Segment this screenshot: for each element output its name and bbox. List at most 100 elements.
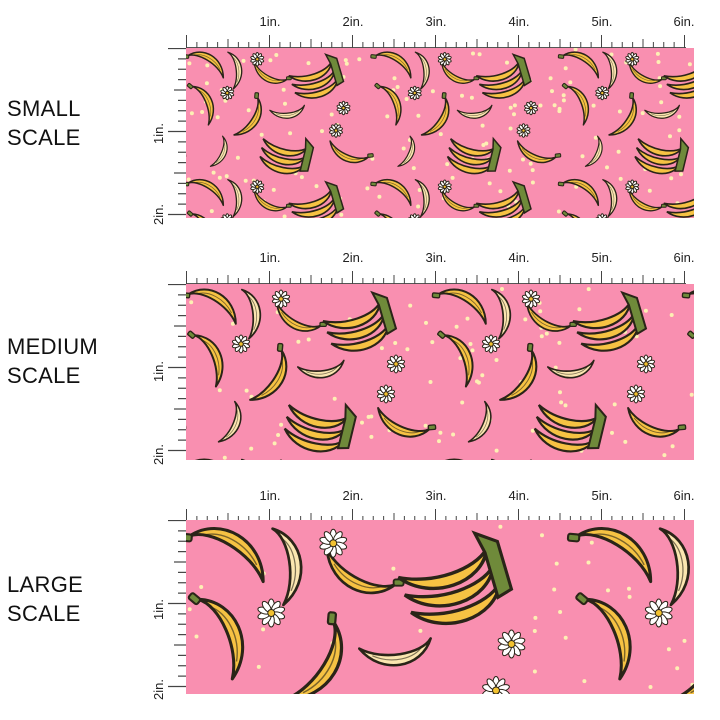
dot xyxy=(246,108,251,113)
banana-icon xyxy=(296,359,345,379)
dot xyxy=(557,106,562,111)
scale-label-line2: SCALE xyxy=(7,125,81,150)
banana-icon xyxy=(370,51,412,79)
daisy-icon xyxy=(407,85,422,101)
dot xyxy=(563,66,568,71)
banana-icon xyxy=(377,407,437,438)
dot xyxy=(563,635,568,640)
dot xyxy=(659,100,664,105)
banana-icon xyxy=(329,140,374,164)
daisy-icon xyxy=(329,123,343,138)
dot xyxy=(606,588,610,593)
banana-icon xyxy=(370,178,412,207)
dot xyxy=(332,396,337,401)
dot xyxy=(512,103,517,108)
dot xyxy=(417,188,422,192)
fabric-swatch-medium xyxy=(186,284,694,460)
dot xyxy=(508,105,513,110)
dot xyxy=(593,135,598,140)
dot xyxy=(299,175,304,180)
dot xyxy=(392,76,397,81)
dot xyxy=(643,308,648,313)
banana-icon xyxy=(490,458,512,460)
dot xyxy=(268,58,273,63)
banana-icon xyxy=(437,330,474,388)
horizontal-ruler xyxy=(186,34,686,48)
ruler-label-6in: 6in. xyxy=(673,250,695,265)
dot xyxy=(395,85,400,89)
dot xyxy=(586,560,591,565)
dot xyxy=(468,342,473,346)
banana-icon xyxy=(526,302,577,332)
dot xyxy=(200,110,205,114)
dot xyxy=(480,123,485,128)
fabric-swatch-large xyxy=(186,520,694,694)
dot xyxy=(658,84,663,89)
scale-label-medium: MEDIUM SCALE xyxy=(7,332,98,390)
dot xyxy=(339,212,344,217)
dot xyxy=(538,309,543,314)
dot xyxy=(424,320,428,325)
dot xyxy=(416,113,421,118)
dot xyxy=(568,80,573,85)
banana-icon xyxy=(561,210,590,218)
dot xyxy=(418,628,423,633)
dot xyxy=(487,181,492,186)
dot xyxy=(477,52,482,57)
dot xyxy=(552,103,557,108)
scale-label-line1: MEDIUM xyxy=(7,334,99,359)
dot xyxy=(640,111,645,116)
dot xyxy=(669,313,674,317)
banana-bunch-icon xyxy=(259,136,315,175)
banana-icon xyxy=(271,527,303,607)
dot xyxy=(523,317,528,322)
daisy-icon xyxy=(521,289,541,309)
dot xyxy=(187,607,192,612)
dot xyxy=(379,346,384,351)
dot xyxy=(430,340,435,345)
dot xyxy=(480,373,485,378)
dot xyxy=(557,340,562,345)
daisy-icon xyxy=(636,354,656,374)
dot xyxy=(256,664,261,669)
dot xyxy=(612,402,617,407)
dot xyxy=(283,101,287,106)
dot xyxy=(582,679,587,684)
dot xyxy=(670,444,675,449)
banana-icon xyxy=(209,135,228,167)
scale-label-line1: SMALL xyxy=(7,96,81,121)
dot xyxy=(465,316,470,321)
banana-icon xyxy=(186,82,215,126)
dot xyxy=(563,403,568,408)
daisy-icon xyxy=(220,85,235,101)
banana-icon xyxy=(628,61,667,84)
banana-bunch-icon xyxy=(288,53,345,99)
dot xyxy=(450,175,455,180)
daisy-icon xyxy=(644,598,673,628)
banana-icon xyxy=(283,611,344,694)
dot xyxy=(533,615,538,620)
dot xyxy=(314,184,319,189)
banana-icon xyxy=(374,82,402,126)
dot xyxy=(186,177,191,182)
banana-bunch-icon xyxy=(446,136,502,175)
daisy-icon xyxy=(595,85,610,101)
dot xyxy=(610,430,614,435)
banana-icon xyxy=(358,637,432,667)
dot xyxy=(623,439,628,444)
dot xyxy=(416,204,421,209)
ruler-ticks xyxy=(168,520,186,688)
dot xyxy=(530,168,535,173)
banana-icon xyxy=(240,458,262,460)
dot xyxy=(365,186,370,191)
daisy-icon xyxy=(625,179,640,194)
banana-icon xyxy=(186,288,237,325)
banana-icon xyxy=(217,400,242,443)
dot xyxy=(454,324,459,329)
ruler-label-2in: 2in. xyxy=(342,488,364,503)
daisy-icon xyxy=(595,213,610,218)
dot xyxy=(194,634,199,639)
daisy-icon xyxy=(481,334,501,354)
banana-icon xyxy=(644,104,681,119)
ruler-label-5in: 5in. xyxy=(591,14,613,29)
